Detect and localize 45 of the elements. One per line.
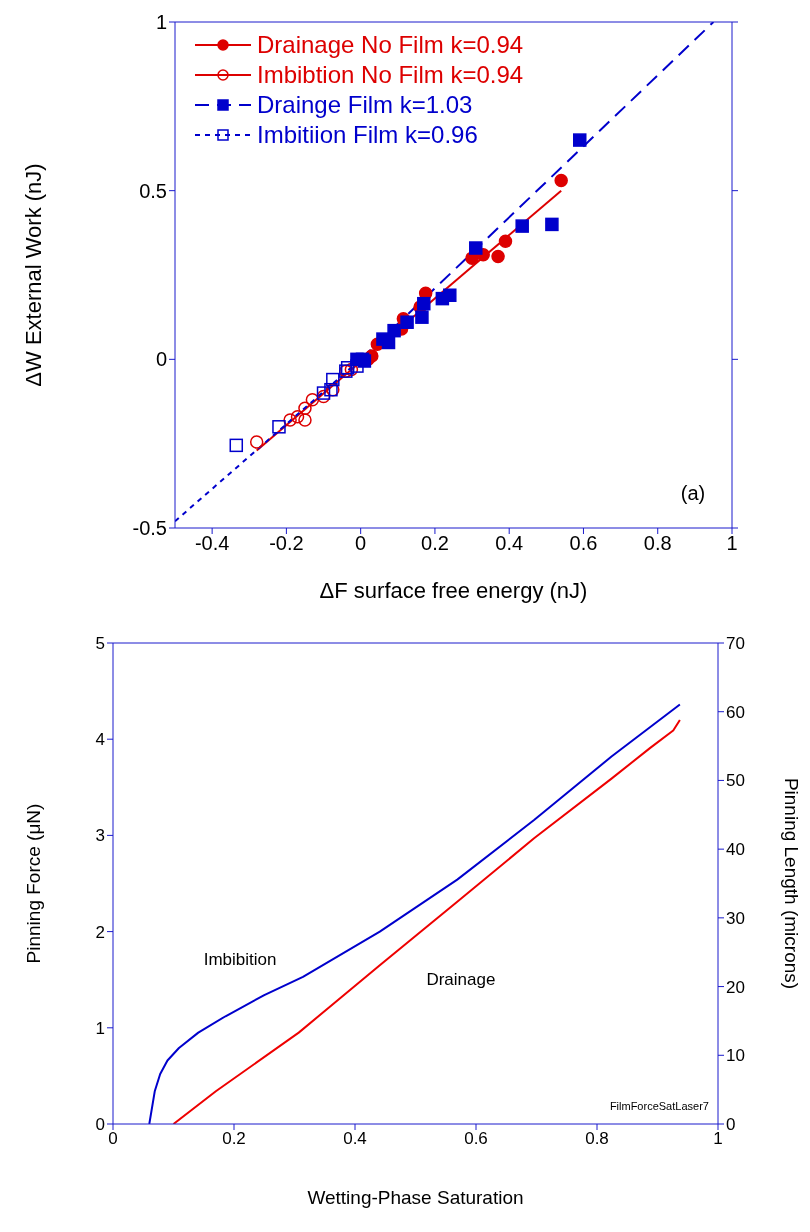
y2-tick-label: 60 — [726, 702, 745, 722]
y2-axis-title: Pinning Length (microns) — [781, 777, 803, 990]
legend-label: Imbitiion Film k=0.96 — [257, 121, 478, 149]
y2-tick-label: 20 — [726, 977, 745, 997]
legend-label: Drainage No Film k=0.94 — [257, 31, 524, 59]
y2-tick-label: 10 — [726, 1046, 745, 1066]
x-tick-label: 1 — [726, 532, 738, 555]
legend-label: Drainge Film k=1.03 — [257, 91, 473, 119]
x-tick-label: 0.2 — [222, 1129, 246, 1149]
x-tick-label: 0.2 — [421, 532, 449, 555]
y2-tick-label: 30 — [726, 908, 745, 928]
x-tick-label: 0.6 — [464, 1129, 488, 1149]
y-tick-label: 4 — [95, 730, 105, 750]
y-tick-label: 0 — [95, 1115, 105, 1135]
annotation: FilmForceSatLaser7 — [609, 1099, 709, 1112]
annotation: Imbibition — [203, 950, 277, 971]
y-tick-label: 1 — [95, 1018, 105, 1038]
y-tick-label: 3 — [95, 826, 105, 846]
y-tick-label: 2 — [95, 922, 105, 942]
y2-tick-label: 40 — [726, 840, 745, 860]
y-tick-label: -0.5 — [132, 517, 167, 540]
y2-tick-label: 0 — [726, 1115, 736, 1135]
x-tick-label: 0.6 — [569, 532, 598, 555]
legend-label: Imbibtion No Film k=0.94 — [257, 61, 524, 89]
y-axis-title: ΔW External Work (nJ) — [20, 163, 46, 387]
x-tick-label: 1 — [713, 1129, 723, 1149]
x-tick-label: 0.4 — [495, 532, 524, 555]
x-tick-label: 0 — [355, 532, 367, 555]
x-tick-label: 0 — [108, 1129, 118, 1149]
annotation: Drainage — [426, 969, 496, 990]
annotation: (a) — [680, 481, 706, 505]
y2-tick-label: 70 — [726, 634, 745, 654]
y-tick-label: 5 — [95, 634, 105, 654]
y-tick-label: 0.5 — [139, 179, 167, 202]
y-tick-label: 0 — [155, 348, 167, 371]
x-tick-label: -0.2 — [269, 532, 304, 555]
x-tick-label: 0.8 — [585, 1129, 609, 1149]
x-tick-label: 0.8 — [643, 532, 672, 555]
x-tick-label: 0.4 — [343, 1129, 367, 1149]
y2-tick-label: 50 — [726, 771, 745, 791]
y-axis-title: Pinning Force (μN) — [22, 803, 44, 964]
x-tick-label: -0.4 — [194, 532, 230, 555]
y-tick-label: 1 — [155, 11, 167, 34]
x-axis-title: ΔF surface free energy (nJ) — [319, 578, 588, 603]
x-axis-title: Wetting-Phase Saturation — [307, 1187, 524, 1208]
